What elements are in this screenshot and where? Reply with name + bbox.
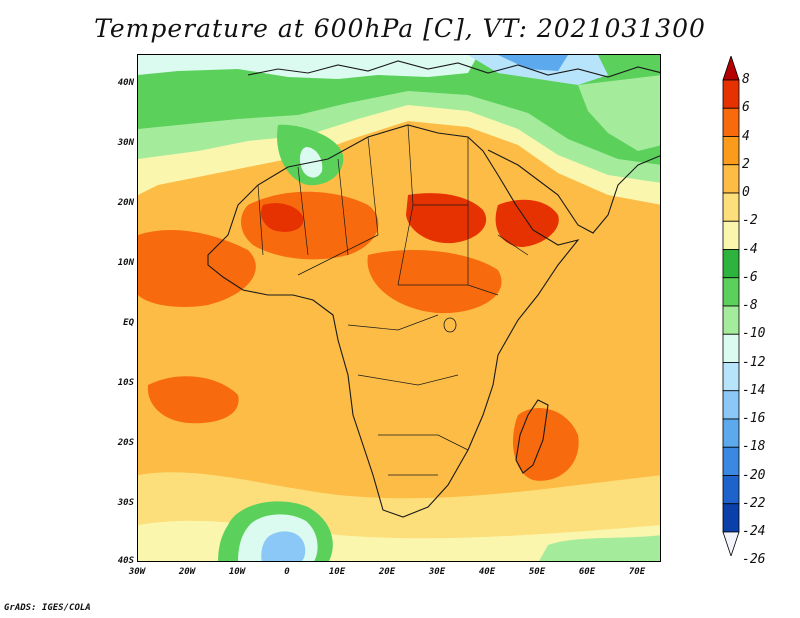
south-atlantic-warm-zone <box>147 376 239 424</box>
colorbar-tick-label: -12 <box>742 354 766 370</box>
lon-label: 40E <box>478 567 496 577</box>
north-blue-core <box>498 55 568 71</box>
lon-label: 20W <box>178 567 196 577</box>
colorbar-swatch <box>722 192 740 222</box>
north-cyan-band <box>138 55 478 79</box>
colorbar-top-arrow <box>722 56 740 81</box>
lat-label: 40S <box>117 556 134 566</box>
colorbar-tick-label: -18 <box>742 439 766 455</box>
colorbar-bottom-arrow <box>722 531 740 556</box>
lon-label: 30W <box>128 567 146 577</box>
temperature-map <box>137 54 661 562</box>
colorbar-swatch <box>722 277 740 307</box>
lon-label: 0 <box>284 567 290 577</box>
colorbar-swatch <box>722 333 740 363</box>
footer-credit: GrADS: IGES/COLA <box>4 603 91 613</box>
country-borders <box>257 124 529 476</box>
colorbar-tick-label: -4 <box>742 241 758 257</box>
map-canvas <box>138 55 660 561</box>
lat-label: 30N <box>117 138 134 148</box>
atlantic-warm-zone <box>138 230 256 307</box>
lon-label: 10W <box>228 567 246 577</box>
south-atlantic-cold-core <box>261 531 306 561</box>
colorbar-tick-label: 0 <box>742 185 750 200</box>
colorbar <box>722 56 740 556</box>
colorbar-swatch <box>722 136 740 166</box>
colorbar-swatch <box>722 362 740 392</box>
sudan-hot-zone <box>406 193 487 244</box>
lat-label: 10N <box>117 258 134 268</box>
lat-label: EQ <box>123 318 134 328</box>
colorbar-tick-label: -26 <box>742 552 766 568</box>
colorbar-tick-label: -20 <box>742 467 766 483</box>
colorbar-tick-label: -14 <box>742 382 766 398</box>
lake-victoria <box>443 317 457 333</box>
colorbar-tick-label: -6 <box>742 269 758 285</box>
colorbar-swatch <box>722 107 740 137</box>
map-title: Temperature at 600hPa [C], VT: 202103130… <box>94 14 706 43</box>
lat-label: 30S <box>117 498 134 508</box>
south-east-green <box>539 535 660 561</box>
colorbar-tick-label: -8 <box>742 298 758 313</box>
colorbar-swatch <box>722 305 740 335</box>
arabia-coastline <box>487 149 660 234</box>
madagascar-warm-zone <box>513 407 579 481</box>
colorbar-tick-label: 2 <box>742 156 750 172</box>
colorbar-swatch <box>722 475 740 505</box>
north-east-green <box>578 75 660 151</box>
colorbar-swatch <box>722 503 740 533</box>
colorbar-tick-label: -24 <box>742 524 766 539</box>
lat-label: 20N <box>117 198 134 208</box>
west-sahel-hot-zone <box>261 203 304 232</box>
colorbar-swatch <box>722 220 740 250</box>
colorbar-tick-label: 8 <box>742 72 750 87</box>
colorbar-tick-label: -22 <box>742 495 766 511</box>
colorbar-tick-label: -16 <box>742 411 766 426</box>
europe-coastline <box>247 60 660 78</box>
north-africa-warm-zone <box>241 191 379 260</box>
colorbar-tick-label: 4 <box>742 128 750 144</box>
madagascar-coastline <box>515 399 549 474</box>
colorbar-tick-label: -2 <box>742 213 758 229</box>
colorbar-swatch <box>722 418 740 448</box>
colorbar-swatch <box>722 390 740 420</box>
colorbar-tick-label: 6 <box>742 100 750 116</box>
ethiopia-hot-zone <box>495 199 559 247</box>
lon-label: 70E <box>628 567 646 577</box>
colorbar-tick-label: -10 <box>742 326 766 342</box>
colorbar-swatch <box>722 249 740 279</box>
lon-label: 20E <box>378 567 396 577</box>
lon-label: 10E <box>328 567 346 577</box>
lon-label: 60E <box>578 567 596 577</box>
colorbar-swatch <box>722 446 740 476</box>
lat-label: 20S <box>117 438 134 448</box>
lat-label: 10S <box>117 378 134 388</box>
africa-coastline <box>207 124 580 518</box>
colorbar-swatch <box>722 79 740 109</box>
north-blue-band <box>468 55 608 85</box>
lon-label: 50E <box>528 567 546 577</box>
lon-label: 30E <box>428 567 446 577</box>
lat-label: 40N <box>117 78 134 88</box>
colorbar-swatch <box>722 164 740 194</box>
north-green-band <box>138 55 660 165</box>
